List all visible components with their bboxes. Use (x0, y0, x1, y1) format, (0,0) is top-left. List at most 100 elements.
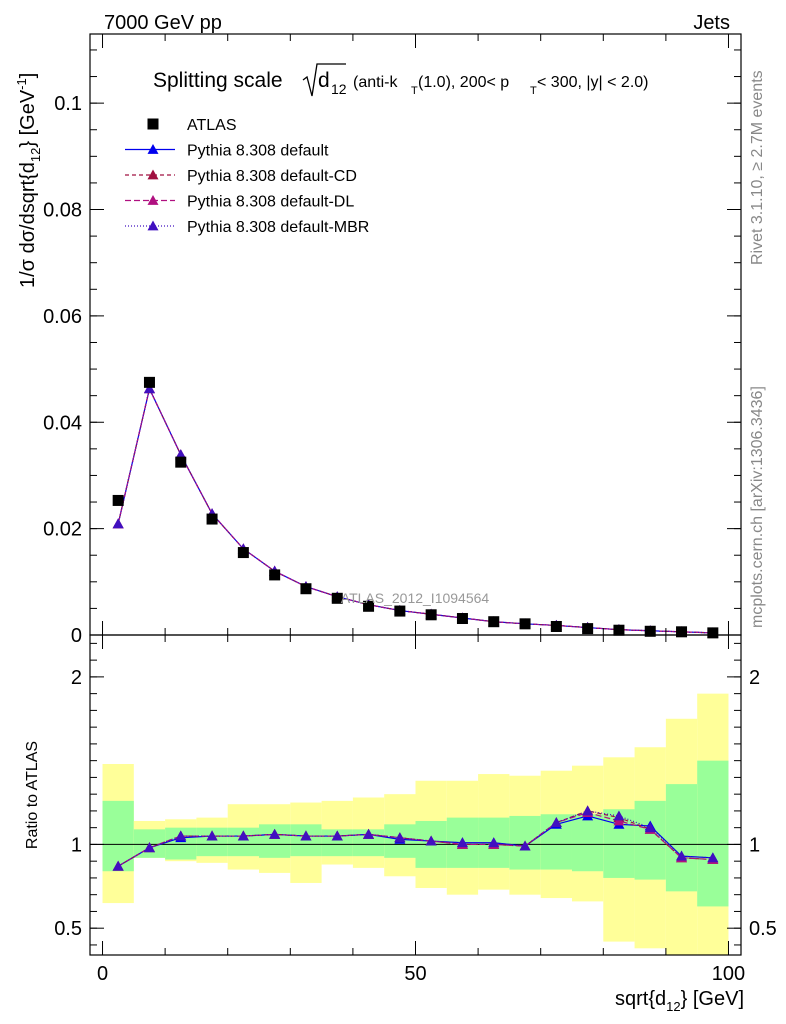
analysis-watermark: ATLAS_2012_I1094564 (341, 590, 490, 606)
ratio-series-line (117, 811, 713, 867)
ratio-panel-series (112, 805, 719, 871)
title-part-2: (1.0), 200< p (418, 74, 509, 91)
title-sqrt-sign (302, 63, 346, 97)
legend-atlas-marker (147, 118, 159, 130)
ratio-y-tick-label: 1 (71, 834, 82, 856)
xlabel-end: } [GeV] (681, 988, 744, 1010)
ylabel-sup: -1 (14, 78, 29, 90)
atlas-data-point (582, 623, 594, 635)
ratio-y-tick-label: 0.5 (54, 918, 82, 940)
ratio-series-marker (613, 815, 625, 826)
atlas-data-point (331, 592, 343, 604)
title-part-3: < 300, |y| < 2.0) (537, 74, 649, 91)
ratio-y-tick-label-right: 1 (749, 834, 760, 856)
atlas-data-point (206, 513, 218, 525)
ratio-series-marker (613, 810, 625, 821)
legend-series-marker (147, 169, 159, 180)
ratio-series-marker (269, 828, 281, 839)
legend: ATLAS Pythia 8.308 default Pythia 8.308 de… (125, 117, 369, 236)
mcplots-credit-label: mcplots.cern.ch [arXiv:1306.3436] (749, 386, 766, 628)
ratio-series-marker (488, 837, 500, 848)
atlas-data-point (707, 627, 719, 639)
ratio-series-marker (175, 830, 187, 841)
main-panel-axes: 0 0.02 0.04 0.06 0.08 0.1 (43, 33, 742, 647)
rivet-version-label: Rivet 3.1.10, ≥ 2.7M events (749, 70, 766, 265)
ratio-series-marker (644, 822, 656, 833)
ratio-series-marker (676, 850, 688, 861)
atlas-data-point (425, 609, 437, 621)
atlas-data-point (488, 616, 500, 628)
ratio-series-line (117, 810, 713, 867)
inner-band-bin (634, 800, 666, 880)
ratio-y-axis-label: Ratio to ATLAS (24, 741, 41, 849)
main-panel-data-points (112, 376, 719, 639)
atlas-data-point (269, 569, 281, 581)
atlas-data-point (112, 494, 124, 506)
header-process-label: Jets (693, 12, 730, 34)
main-y-tick-label: 0.04 (43, 412, 82, 434)
main-series-marker (112, 518, 124, 529)
legend-series-label: Pythia 8.308 default-MBR (187, 219, 369, 236)
main-y-tick-label: 0.02 (43, 519, 82, 541)
ratio-series-line (117, 810, 713, 867)
ratio-series-marker (112, 860, 124, 871)
legend-series-marker (147, 220, 159, 231)
title-sqrt-arg: d (318, 69, 330, 92)
ratio-series-marker (331, 830, 343, 841)
ratio-series-marker (394, 832, 406, 843)
ratio-series-marker (707, 852, 719, 863)
ratio-series-marker (237, 830, 249, 841)
header-beam-label: 7000 GeV pp (104, 12, 222, 34)
svg-text:1/σ dσ/dsqrt{d12} [GeV-1]: 1/σ dσ/dsqrt{d12} [GeV-1] (14, 73, 43, 288)
inner-band-bin (697, 760, 729, 907)
x-axis-label: sqrt{d12} [GeV] (615, 988, 744, 1014)
x-tick-label: 0 (97, 963, 108, 985)
atlas-data-point (363, 600, 375, 612)
ratio-series-marker (143, 842, 155, 853)
main-y-axis-label: 1/σ dσ/dsqrt{d12} [GeV-1] (14, 73, 43, 288)
ratio-series-marker (519, 840, 531, 851)
legend-series-label: Pythia 8.308 default (187, 143, 329, 160)
plot-title: Splitting scale d 12 (anti-k T (1.0), 20… (153, 63, 649, 97)
ratio-panel-axes: 0.5 0.5 1 1 2 2 0 50 100 (54, 634, 777, 985)
atlas-data-point (550, 620, 562, 632)
ratio-series-marker (550, 817, 562, 828)
ratio-uncertainty-bands (90, 693, 741, 955)
ylabel-sub: 12 (28, 148, 43, 162)
legend-series-label: Pythia 8.308 default-CD (187, 168, 357, 185)
atlas-data-point (300, 583, 312, 595)
title-part-2-sub: T (530, 85, 537, 97)
inner-band-bin (102, 800, 134, 872)
atlas-data-point (237, 547, 249, 559)
title-sqrt-sub: 12 (331, 81, 347, 97)
main-y-tick-label: 0.08 (43, 200, 82, 222)
ratio-series-marker (425, 835, 437, 846)
svg-text:sqrt{d12} [GeV]: sqrt{d12} [GeV] (615, 988, 744, 1014)
ratio-y-tick-label: 2 (71, 667, 82, 689)
atlas-data-point (143, 376, 155, 388)
inner-band-bin (571, 814, 604, 872)
main-series-marker (175, 449, 187, 460)
title-prefix: Splitting scale (153, 69, 283, 92)
legend-series-marker (147, 195, 159, 205)
atlas-data-point (456, 613, 468, 625)
main-series-marker (143, 383, 155, 394)
atlas-data-point (644, 625, 656, 637)
ratio-y-tick-label-right: 0.5 (749, 918, 777, 940)
x-tick-label: 50 (404, 963, 426, 985)
main-y-tick-label: 0.06 (43, 306, 82, 328)
ratio-series-marker (300, 830, 312, 841)
ylabel-end: ] (17, 73, 39, 79)
legend-series-label: Pythia 8.308 default-DL (187, 194, 354, 211)
ylabel-main: 1/σ dσ/dsqrt{d (17, 162, 39, 288)
main-y-tick-label: 0.1 (54, 93, 82, 115)
main-y-tick-label: 0 (71, 625, 82, 647)
atlas-data-point (519, 618, 531, 630)
ylabel-mid: } [GeV (17, 89, 39, 147)
ratio-series-marker (206, 830, 218, 841)
ratio-series-marker (363, 828, 375, 839)
xlabel-sub: 12 (666, 999, 680, 1014)
ratio-series-marker (456, 837, 468, 848)
title-part-1: (anti-k (353, 74, 398, 91)
